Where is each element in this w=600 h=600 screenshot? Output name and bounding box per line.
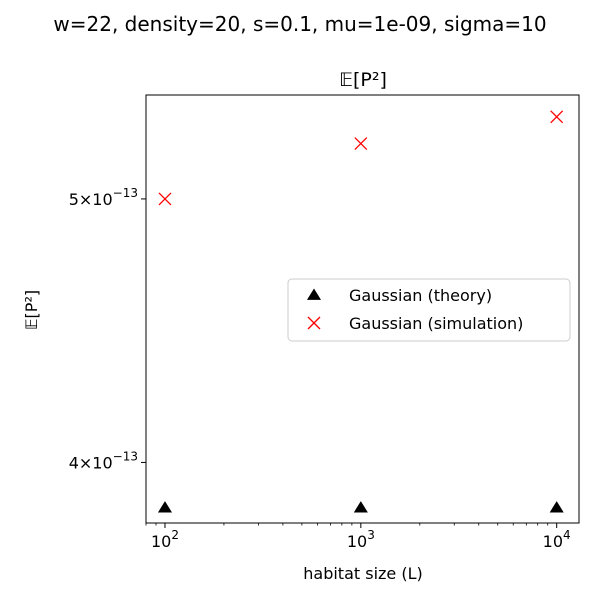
legend-triangle-marker [306, 288, 322, 300]
chart-title: 𝔼[P²] [339, 69, 387, 91]
plot-frame [145, 94, 580, 524]
figure-suptitle: w=22, density=20, s=0.1, mu=1e-09, sigma… [53, 12, 546, 36]
triangle-marker [157, 501, 173, 513]
x-marker [158, 192, 172, 206]
y-axis-label: 𝔼[P²] [22, 290, 41, 330]
plot-area: 102 103 104 4×10−13 5×10−13 [69, 94, 580, 551]
legend-label: Gaussian (theory) [349, 286, 492, 305]
x-marker [354, 137, 368, 151]
triangle-marker [549, 501, 564, 513]
legend-x-marker [307, 316, 321, 330]
x-tick-label: 103 [347, 528, 375, 551]
x-tick-label: 102 [151, 528, 179, 551]
x-axis-label: habitat size (L) [303, 564, 423, 583]
triangle-marker [353, 501, 368, 513]
legend: Gaussian (theory) Gaussian (simulation) [287, 278, 571, 342]
x-marker-stroke [550, 110, 564, 124]
y-tick-label: 4×10−13 [69, 449, 138, 472]
legend-frame [287, 278, 571, 342]
x-marker-stroke [158, 192, 172, 206]
x-tick-label: 104 [543, 528, 571, 551]
y-tick-label: 5×10−13 [69, 186, 138, 209]
legend-label: Gaussian (simulation) [349, 314, 523, 333]
x-marker-stroke [354, 137, 368, 151]
x-marker-stroke [307, 316, 321, 330]
x-marker [550, 110, 564, 124]
